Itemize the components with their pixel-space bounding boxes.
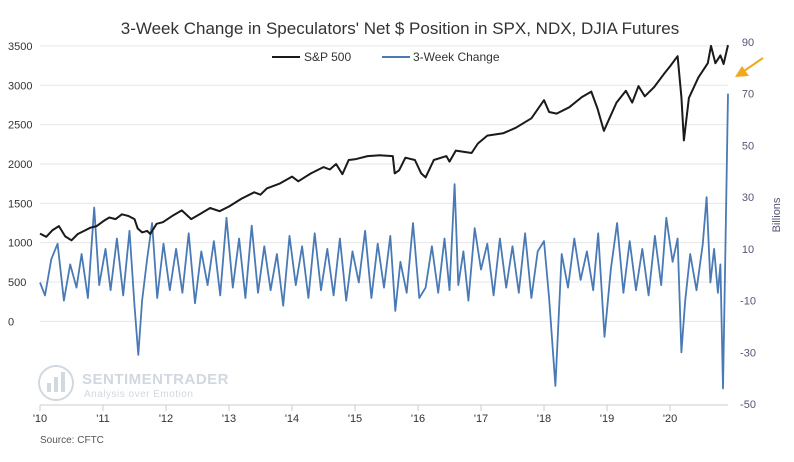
watermark-name: SENTIMENTRADER bbox=[82, 371, 229, 388]
right-tick-label: 50 bbox=[742, 140, 754, 152]
x-tick-label: '18 bbox=[537, 413, 551, 425]
x-tick-label: '14 bbox=[285, 413, 299, 425]
legend: S&P 500 3-Week Change bbox=[272, 50, 500, 64]
right-tick-label: 30 bbox=[742, 192, 754, 204]
x-tick-label: '15 bbox=[348, 413, 362, 425]
right-axis-title: Billions bbox=[771, 197, 783, 232]
left-tick-label: 3500 bbox=[8, 41, 32, 53]
watermark-logo-icon bbox=[38, 365, 74, 401]
x-tick-label: '17 bbox=[474, 413, 488, 425]
series-layer bbox=[39, 44, 729, 390]
x-tick-label: '16 bbox=[411, 413, 425, 425]
right-axis: -50 -30 -10 10 30 50 70 90 bbox=[740, 37, 756, 411]
x-tick-label: '13 bbox=[222, 413, 236, 425]
left-tick-label: 2500 bbox=[8, 120, 32, 132]
gridlines bbox=[40, 45, 728, 322]
right-tick-label: -50 bbox=[740, 399, 756, 411]
right-tick-label: 90 bbox=[742, 37, 754, 49]
source-note: Source: CFTC bbox=[40, 435, 104, 446]
series-sp500-line bbox=[39, 44, 729, 242]
watermark-tagline: Analysis over Emotion bbox=[84, 389, 193, 400]
left-tick-label: 500 bbox=[8, 277, 26, 289]
left-tick-label: 2000 bbox=[8, 159, 32, 171]
chart-title: 3-Week Change in Speculators' Net $ Posi… bbox=[121, 19, 680, 38]
x-tick-label: '12 bbox=[159, 413, 173, 425]
x-axis: '10 '11 '12 '13 '14 '15 '16 '17 '18 '19 '20 bbox=[33, 404, 728, 425]
right-tick-label: 10 bbox=[742, 244, 754, 256]
right-tick-label: -10 bbox=[740, 296, 756, 308]
left-axis: 0 500 1000 1500 2000 2500 3000 3500 bbox=[8, 41, 32, 328]
annotation-arrow bbox=[735, 57, 764, 77]
legend-label-sp500: S&P 500 bbox=[304, 50, 351, 64]
left-tick-label: 1000 bbox=[8, 238, 32, 250]
left-tick-label: 3000 bbox=[8, 80, 32, 92]
x-tick-label: '11 bbox=[96, 413, 110, 425]
left-tick-label: 1500 bbox=[8, 198, 32, 210]
series-3-week-change-line bbox=[39, 93, 729, 390]
right-tick-label: -30 bbox=[740, 347, 756, 359]
watermark: SENTIMENTRADER Analysis over Emotion bbox=[38, 365, 229, 401]
x-tick-label: '20 bbox=[663, 413, 677, 425]
x-tick-label: '19 bbox=[600, 413, 614, 425]
legend-label-3-week-change: 3-Week Change bbox=[413, 50, 500, 64]
x-tick-label: '10 bbox=[33, 413, 47, 425]
left-tick-label: 0 bbox=[8, 316, 14, 328]
right-tick-label: 70 bbox=[742, 89, 754, 101]
